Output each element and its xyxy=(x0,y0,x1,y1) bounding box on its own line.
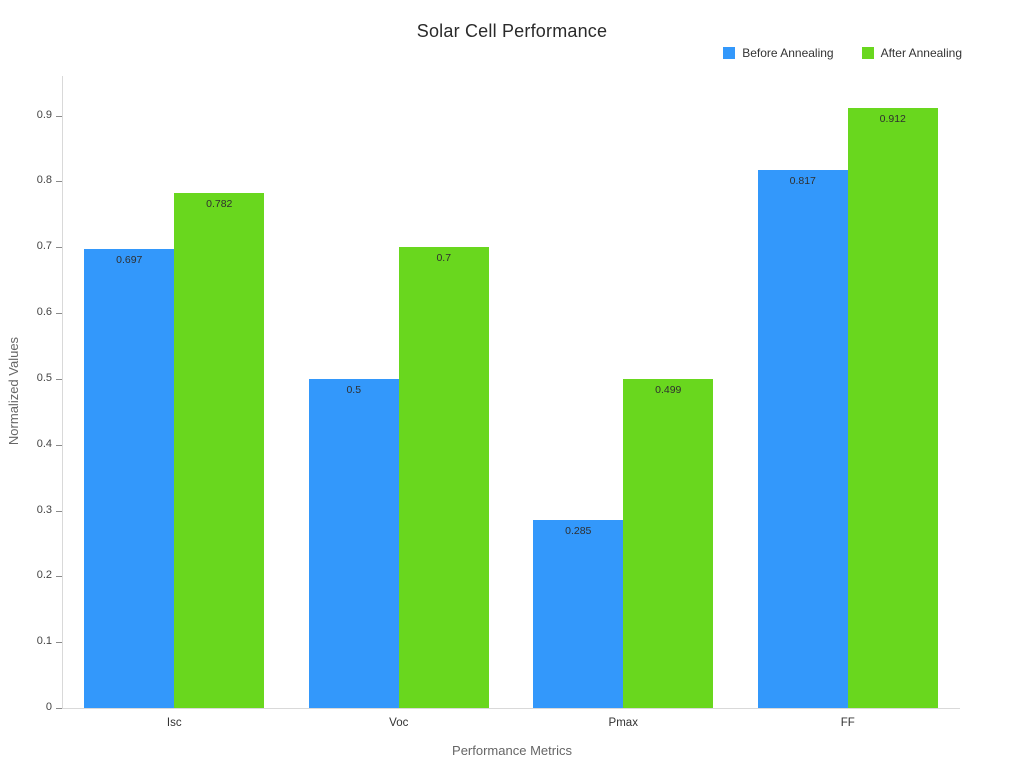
y-tick-label: 0.3 xyxy=(36,503,52,516)
x-axis-title: Performance Metrics xyxy=(452,743,572,758)
y-tick-mark xyxy=(56,115,62,117)
bar-before-annealing-isc: 0.697 xyxy=(84,249,175,708)
legend-label: Before Annealing xyxy=(742,46,834,60)
y-tick-mark xyxy=(56,510,62,512)
y-tick-mark xyxy=(56,576,62,578)
bar-value-label: 0.5 xyxy=(346,383,362,396)
bar-value-label: 0.817 xyxy=(789,175,816,188)
y-tick-label: 0.6 xyxy=(36,306,52,318)
y-tick-mark xyxy=(56,313,62,314)
y-tick-mark xyxy=(56,708,62,709)
y-tick-mark xyxy=(56,642,62,644)
bar-before-annealing-ff: 0.817 xyxy=(757,170,848,708)
x-tick-label-voc: Voc xyxy=(389,717,409,729)
x-tick-label-isc: Isc xyxy=(166,717,182,729)
y-tick-label: 0.7 xyxy=(36,240,52,253)
bar-value-label: 0.499 xyxy=(655,384,682,397)
y-axis-line xyxy=(62,76,63,708)
y-tick-label: 0.1 xyxy=(36,635,52,648)
chart-title: Solar Cell Performance xyxy=(416,21,608,41)
y-tick-mark xyxy=(56,444,62,446)
legend-swatch-blue xyxy=(723,47,736,59)
legend-label: After Annealing xyxy=(880,46,962,60)
y-tick-mark xyxy=(56,378,62,380)
y-tick-mark xyxy=(56,247,62,249)
bar-after-annealing-pmax: 0.499 xyxy=(623,379,714,708)
bar-value-label: 0.912 xyxy=(879,112,906,125)
bar-before-annealing-pmax: 0.285 xyxy=(533,520,624,708)
y-tick-label: 0.8 xyxy=(36,174,52,187)
bar-after-annealing-ff: 0.912 xyxy=(847,107,938,708)
bar-value-label: 0.782 xyxy=(206,198,233,211)
legend-item-after-annealing[interactable]: After Annealing xyxy=(861,46,962,60)
legend-swatch-green xyxy=(861,47,874,59)
bar-value-label: 0.7 xyxy=(436,252,452,265)
y-tick-label: 0.5 xyxy=(36,371,52,384)
legend: Before Annealing After Annealing xyxy=(723,46,962,60)
y-tick-label: 0.2 xyxy=(36,569,52,582)
y-axis-title: Normalized Values xyxy=(6,336,21,446)
y-tick-label: 0 xyxy=(45,701,52,713)
x-tick-label-pmax: Pmax xyxy=(608,717,638,729)
y-tick-mark xyxy=(56,181,62,183)
y-tick-label: 0.9 xyxy=(36,108,52,121)
bar-after-annealing-isc: 0.782 xyxy=(174,193,265,708)
legend-item-before-annealing[interactable]: Before Annealing xyxy=(723,46,834,60)
bar-before-annealing-voc: 0.5 xyxy=(308,378,399,708)
x-axis-line xyxy=(62,708,960,709)
bar-value-label: 0.285 xyxy=(565,525,592,538)
x-tick-label-ff: FF xyxy=(840,717,855,729)
bar-value-label: 0.697 xyxy=(116,254,143,267)
bar-after-annealing-voc: 0.7 xyxy=(398,247,489,708)
y-tick-label: 0.4 xyxy=(36,437,52,450)
